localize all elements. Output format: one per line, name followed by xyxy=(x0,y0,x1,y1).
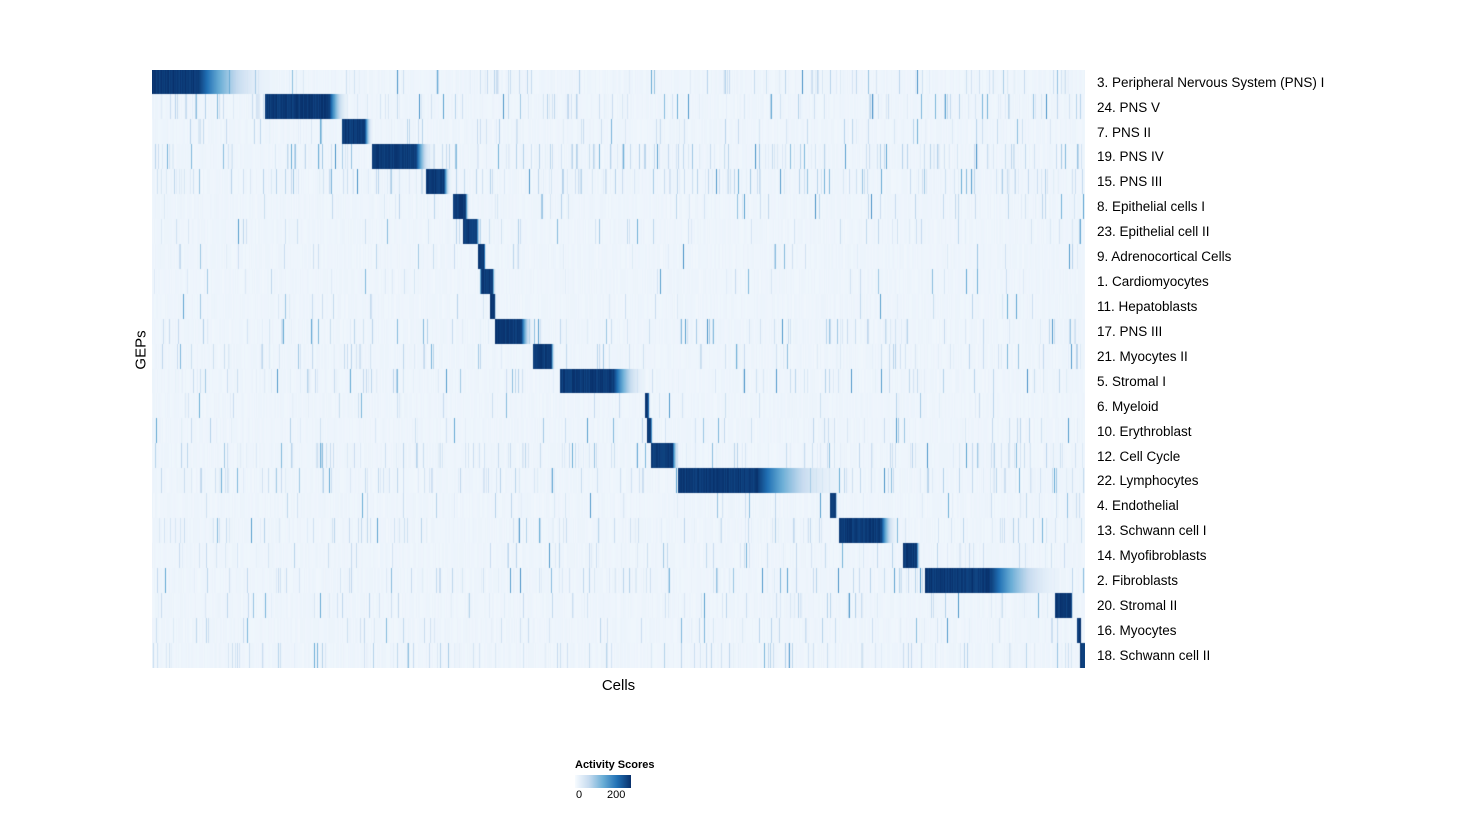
row-label: 11. Hepatoblasts xyxy=(1097,299,1198,314)
row-label: 17. PNS III xyxy=(1097,323,1163,339)
row-labels: 3. Peripheral Nervous System (PNS) I 24. … xyxy=(1097,70,1447,668)
row-label: 12. Cell Cycle xyxy=(1097,448,1181,464)
colorbar-ticks: 0 200 xyxy=(575,788,631,802)
row-label: 3. Peripheral Nervous System (PNS) I xyxy=(1097,74,1325,90)
colorbar-tick-min: 0 xyxy=(576,789,583,801)
row-label: 8. Epithelial cells I xyxy=(1097,199,1206,215)
y-axis-label: GEPs xyxy=(132,330,150,370)
colorbar-tick-max: 200 xyxy=(607,789,626,801)
x-axis-label: Cells xyxy=(601,677,636,694)
row-label: 7. PNS II xyxy=(1097,124,1152,140)
row-label: 20. Stromal II xyxy=(1097,598,1178,614)
row-label: 10. Erythroblast xyxy=(1097,423,1192,439)
row-label: 2. Fibroblasts xyxy=(1097,573,1179,589)
row-label: 22. Lymphocytes xyxy=(1097,473,1199,489)
colorbar-title: Activity Scores xyxy=(575,759,655,771)
row-label: 9. Adrenocortical Cells xyxy=(1097,249,1232,265)
colorbar-gradient xyxy=(575,775,631,788)
row-label: 23. Epithelial cell II xyxy=(1097,224,1210,240)
row-label: 1. Cardiomyocytes xyxy=(1097,274,1209,290)
heatmap-canvas xyxy=(152,70,1085,668)
row-label: 15. PNS III xyxy=(1097,174,1163,190)
row-label: 24. PNS V xyxy=(1097,99,1161,115)
row-label: 18. Schwann cell II xyxy=(1097,647,1211,663)
row-label: 13. Schwann cell I xyxy=(1097,523,1207,539)
row-label: 21. Myocytes II xyxy=(1097,348,1188,364)
row-label: 6. Myeloid xyxy=(1097,398,1159,414)
row-label: 19. PNS IV xyxy=(1097,149,1164,165)
colorbar-legend: Activity Scores 0 200 xyxy=(575,759,695,802)
heatmap-plot-area xyxy=(152,70,1085,668)
row-label: 5. Stromal I xyxy=(1097,373,1167,389)
row-label: 16. Myocytes xyxy=(1097,622,1177,638)
row-label: 14. Myofibroblasts xyxy=(1097,548,1207,564)
row-label: 4. Endothelial xyxy=(1097,498,1179,514)
